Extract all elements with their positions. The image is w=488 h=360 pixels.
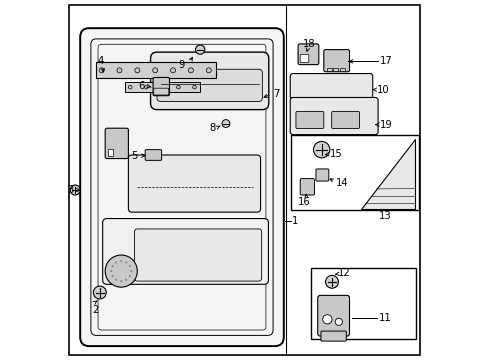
Circle shape [115,279,117,281]
Text: 19: 19 [379,120,391,130]
Bar [333,68,338,71]
Circle shape [111,265,113,267]
Text: 9: 9 [178,60,184,70]
Text: 14: 14 [335,178,347,188]
FancyBboxPatch shape [300,179,314,195]
Circle shape [192,85,196,89]
Circle shape [176,85,180,89]
Bar [340,68,345,71]
Circle shape [135,68,140,73]
FancyBboxPatch shape [145,150,162,160]
Circle shape [120,280,122,282]
Circle shape [160,85,164,89]
Polygon shape [360,139,414,208]
Text: 13: 13 [378,211,390,221]
Text: 12: 12 [337,268,349,278]
Circle shape [125,279,127,281]
FancyBboxPatch shape [153,77,169,96]
Text: 10: 10 [376,85,388,95]
Text: 5: 5 [131,151,137,161]
Text: 18: 18 [302,39,314,49]
Circle shape [128,85,132,89]
Circle shape [105,255,137,287]
FancyBboxPatch shape [134,229,261,281]
FancyBboxPatch shape [331,111,359,129]
Circle shape [70,185,80,195]
Circle shape [120,260,122,262]
Circle shape [322,315,331,324]
Text: 15: 15 [329,149,342,159]
FancyBboxPatch shape [298,44,318,64]
Circle shape [125,261,127,264]
FancyBboxPatch shape [317,296,349,336]
Bar [108,149,113,156]
FancyBboxPatch shape [128,155,260,212]
Circle shape [111,275,113,277]
Circle shape [206,68,211,73]
Bar [290,135,418,210]
Circle shape [128,265,131,267]
Circle shape [195,45,204,54]
FancyBboxPatch shape [157,69,262,102]
FancyBboxPatch shape [315,169,328,181]
Circle shape [115,261,117,264]
Bar [326,68,331,71]
FancyBboxPatch shape [290,73,372,99]
FancyBboxPatch shape [323,50,349,72]
Text: 7: 7 [272,89,279,99]
Circle shape [117,68,122,73]
Circle shape [335,318,342,325]
Text: 4: 4 [98,57,104,66]
FancyBboxPatch shape [80,28,283,346]
Text: 11: 11 [378,312,390,323]
Circle shape [130,270,132,272]
Bar [310,267,415,339]
Text: 3: 3 [67,185,73,195]
Circle shape [188,68,193,73]
FancyBboxPatch shape [300,55,308,63]
Circle shape [93,286,106,299]
Text: 6: 6 [138,81,144,91]
Circle shape [170,68,175,73]
Circle shape [313,141,329,158]
FancyBboxPatch shape [102,219,268,284]
FancyBboxPatch shape [290,98,377,135]
Circle shape [152,68,157,73]
Circle shape [110,270,112,272]
Circle shape [99,68,104,73]
Bar [96,63,216,78]
Text: 2: 2 [92,305,98,315]
FancyBboxPatch shape [105,128,128,158]
FancyBboxPatch shape [320,331,346,341]
FancyBboxPatch shape [295,111,323,129]
Text: 8: 8 [208,123,215,133]
Text: 1: 1 [291,216,297,226]
Text: 16: 16 [298,197,310,207]
FancyBboxPatch shape [153,88,168,95]
Circle shape [222,120,229,127]
Bar [124,82,200,93]
Circle shape [144,85,148,89]
FancyBboxPatch shape [150,52,268,110]
Text: 17: 17 [379,57,391,66]
Circle shape [325,275,338,288]
Circle shape [128,275,131,277]
